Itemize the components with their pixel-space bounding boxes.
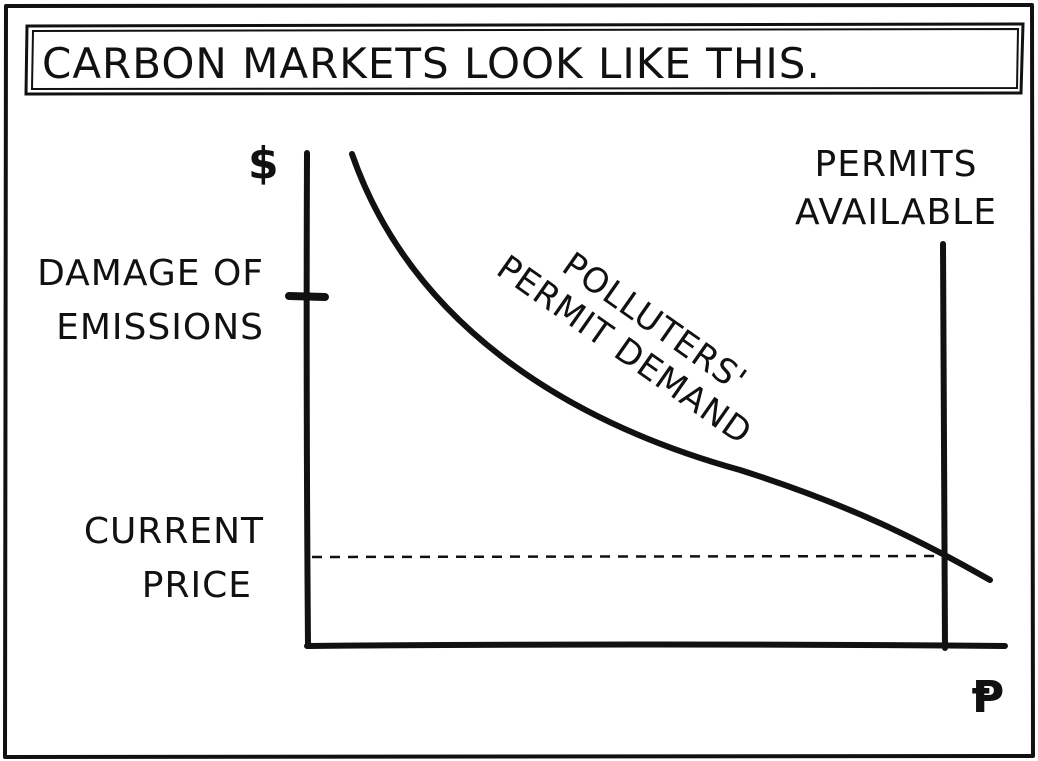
damage-tick-mark: [285, 292, 329, 301]
demand-curve: [349, 151, 993, 583]
permits-available-line: [940, 241, 948, 651]
current-price-line: [311, 554, 943, 559]
title-box-inner: [30, 27, 1020, 91]
damage-label-line2: EMISSIONS: [56, 307, 264, 348]
damage-label-line1: DAMAGE OF: [37, 253, 264, 294]
permits-label-line2: AVAILABLE: [795, 192, 997, 233]
title-box: [24, 22, 1025, 96]
panel-border: [3, 3, 1035, 759]
y-axis-label: $: [248, 138, 280, 189]
title: CARBON MARKETS LOOK LIKE THIS.: [42, 39, 821, 88]
price-label-line1: CURRENT: [84, 511, 264, 552]
x-axis: [304, 641, 1008, 649]
price-label-line2: PRICE: [142, 565, 252, 606]
demand-curve-label: POLLUTERS' PERMIT DEMAND: [489, 245, 759, 454]
x-axis-label: Ᵽ: [972, 672, 1005, 723]
permits-label-line1: PERMITS: [815, 144, 978, 185]
y-axis: [303, 150, 311, 649]
